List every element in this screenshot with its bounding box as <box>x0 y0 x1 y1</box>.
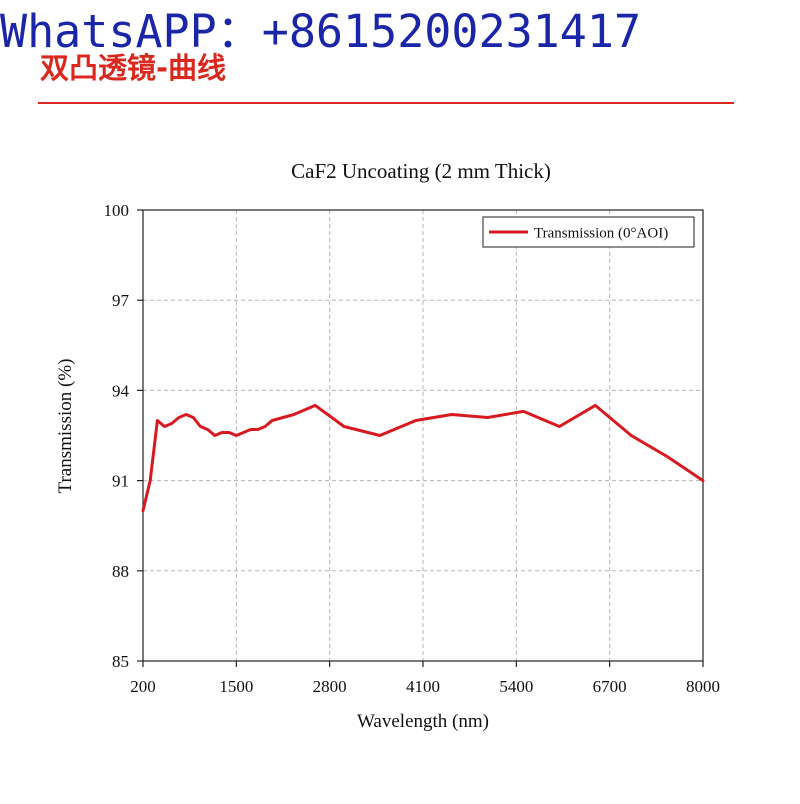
legend-label: Transmission (0°AOI) <box>534 226 668 242</box>
y-tick-label: 94 <box>112 381 130 400</box>
x-tick-label: 6700 <box>593 677 627 696</box>
x-tick-label: 2800 <box>313 677 347 696</box>
x-axis-label: Wavelength (nm) <box>357 711 489 732</box>
chart-title: CaF2 Uncoating (2 mm Thick) <box>291 159 551 183</box>
x-tick-label: 4100 <box>406 677 440 696</box>
legend: Transmission (0°AOI) <box>482 216 695 248</box>
series-line <box>141 403 705 513</box>
y-tick-label: 88 <box>112 562 129 581</box>
series-layer <box>141 403 705 513</box>
y-tick-label: 91 <box>112 472 129 491</box>
grid-lines <box>143 210 703 661</box>
axis-ticks: 200 1500 2800 4100 5400 6700 8000 85 88 91 94 97 100 <box>104 201 721 696</box>
x-tick-label: 8000 <box>686 677 720 696</box>
x-tick-label: 1500 <box>219 677 253 696</box>
x-tick-label: 5400 <box>499 677 533 696</box>
y-axis-label: Transmission (%) <box>55 359 76 494</box>
y-tick-label: 85 <box>112 652 129 671</box>
contact-watermark: WhatsAPP：+8615200231417 <box>0 5 642 58</box>
y-tick-label: 97 <box>112 291 130 310</box>
section-title: 双凸透镜-曲线 <box>40 51 227 85</box>
x-tick-label: 200 <box>130 677 156 696</box>
y-tick-label: 100 <box>104 201 130 220</box>
section-divider <box>38 102 734 104</box>
